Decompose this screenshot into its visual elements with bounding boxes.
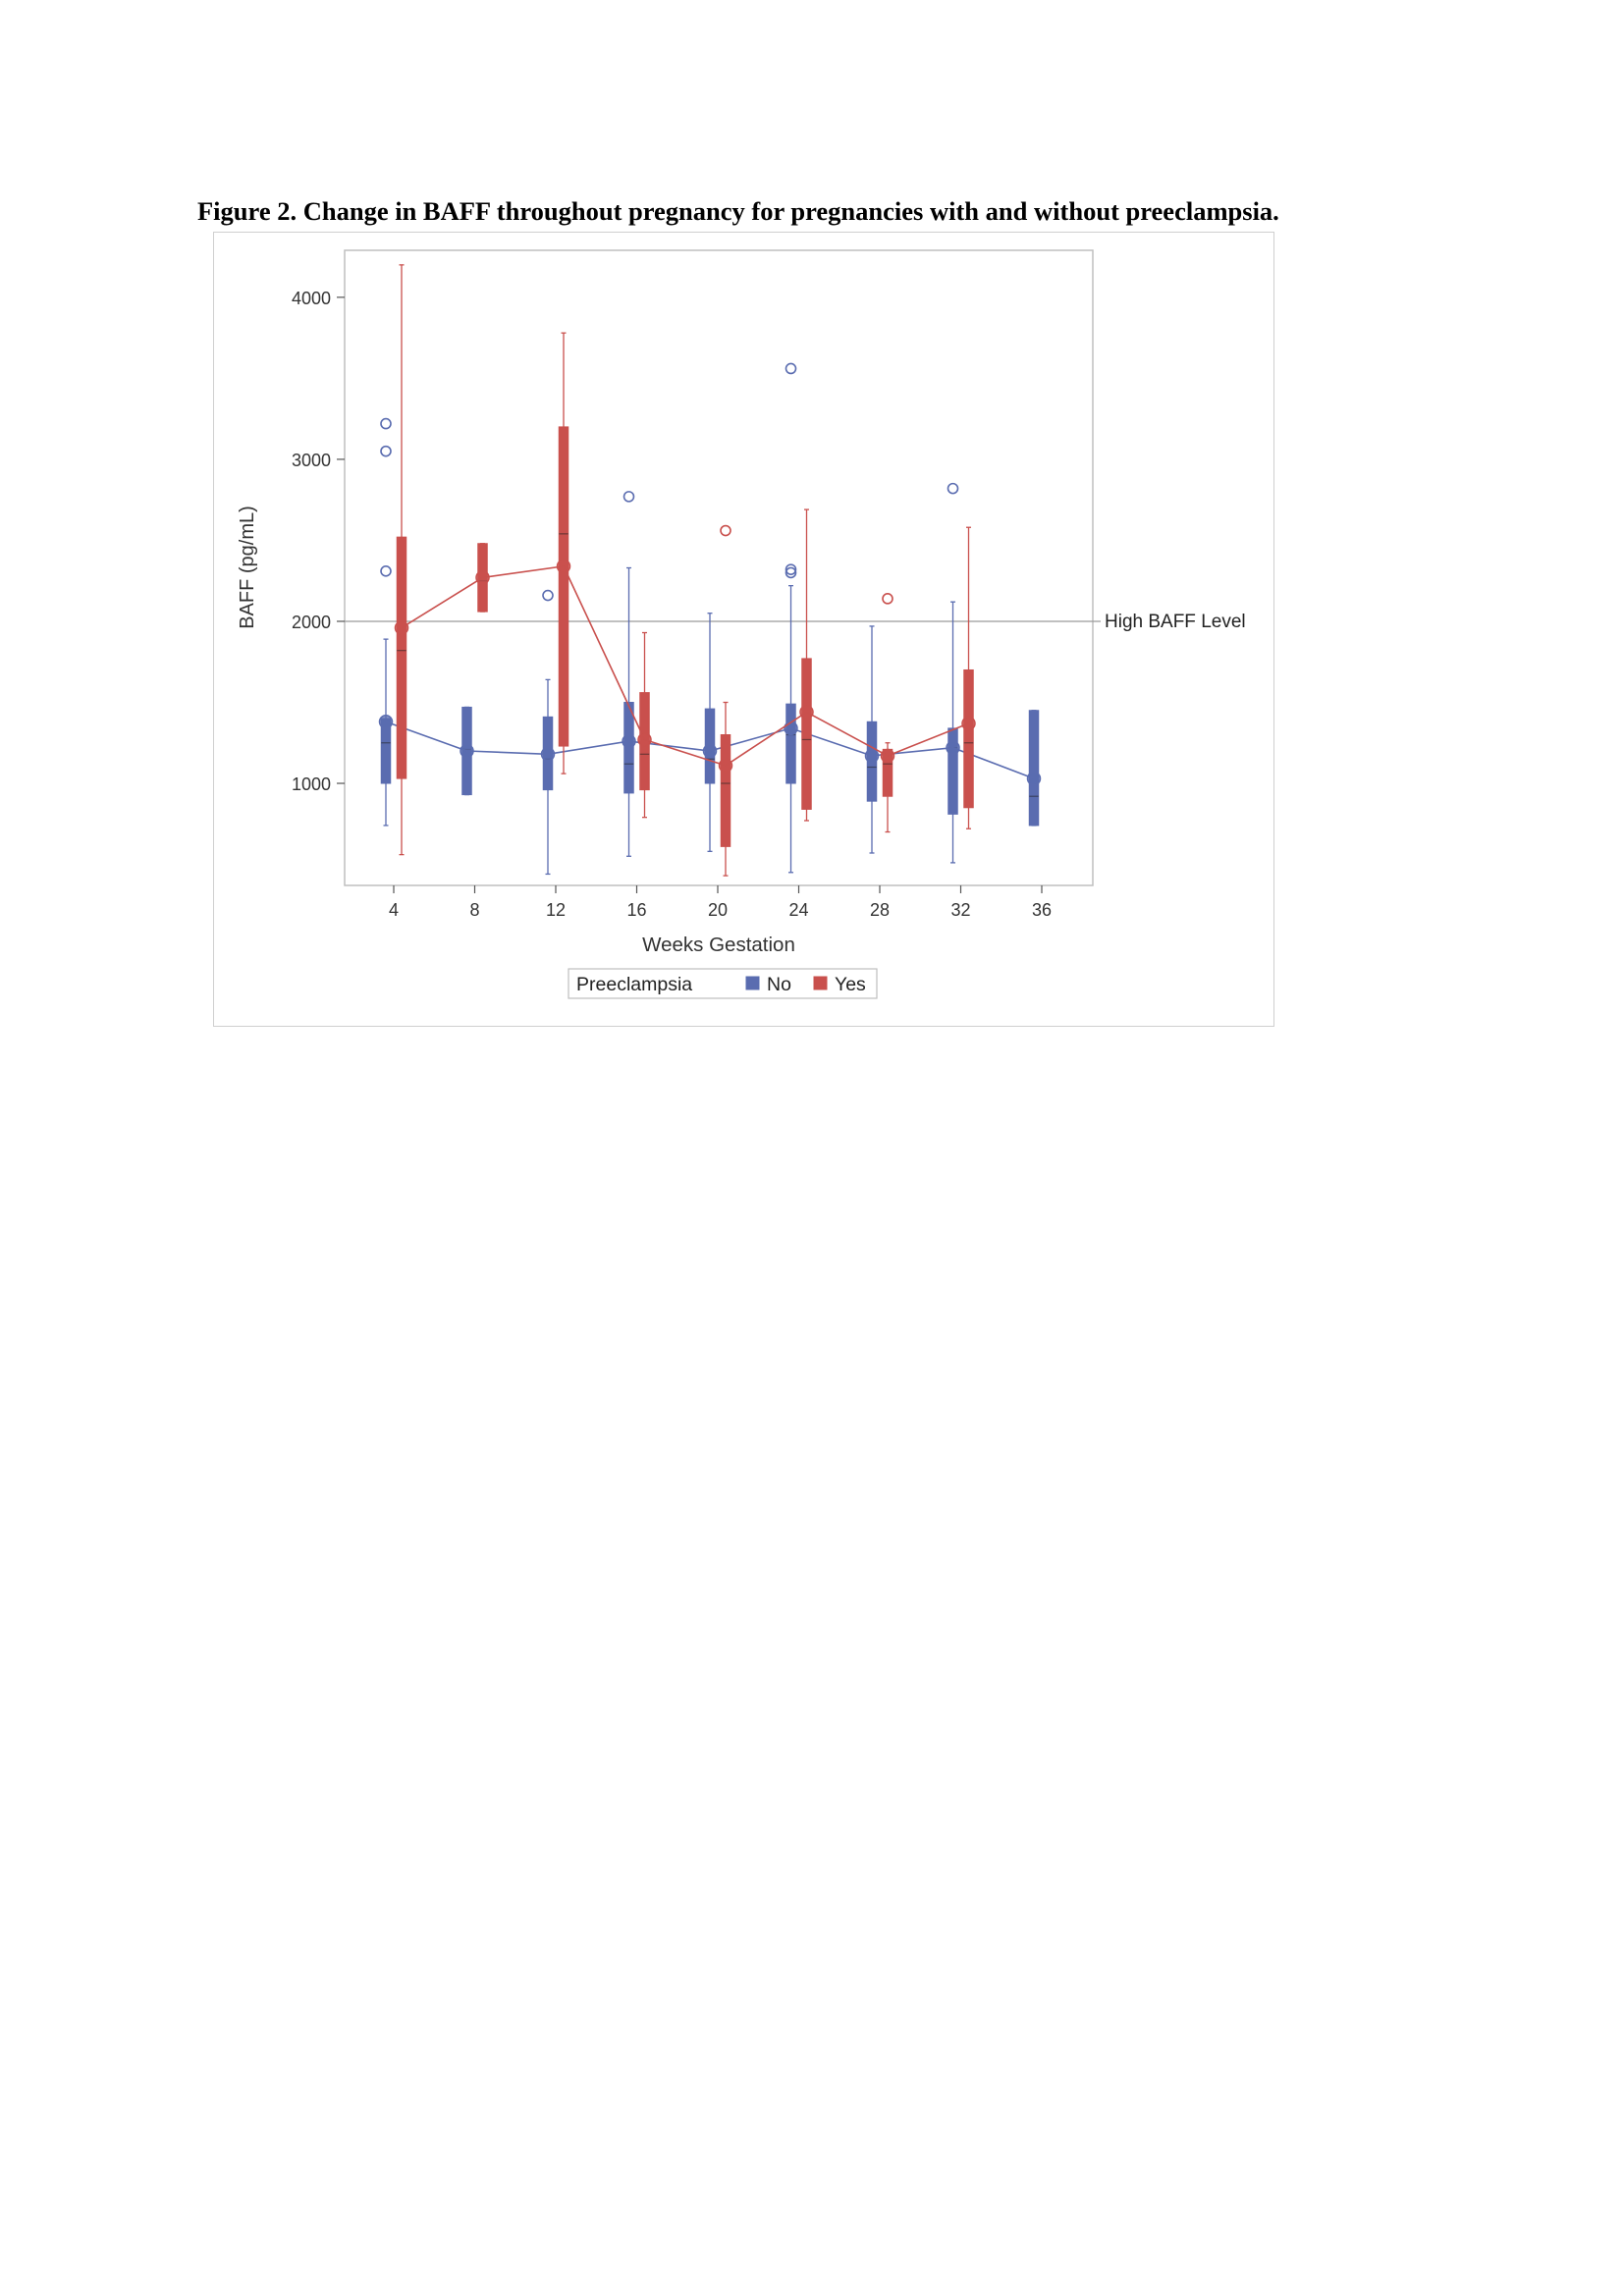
x-tick-label: 32 — [950, 900, 970, 920]
outlier-point — [380, 565, 392, 577]
box-no-week-24 — [784, 362, 798, 874]
mean-line-no — [385, 721, 1035, 779]
box-no-week-20 — [702, 613, 718, 852]
outlier-point — [785, 563, 797, 575]
mean-line-yes — [401, 564, 969, 767]
box-iqr — [801, 658, 812, 810]
outlier-point — [380, 445, 392, 457]
outlier-point — [785, 362, 797, 375]
outlier-point — [720, 524, 731, 537]
box-yes-week-32 — [961, 526, 976, 829]
legend: Preeclampsia No Yes — [568, 968, 878, 999]
box-no-week-32 — [946, 482, 960, 864]
outlier-point — [623, 491, 635, 503]
box-iqr — [558, 426, 569, 747]
x-tick-label: 24 — [788, 900, 808, 920]
box-iqr — [396, 536, 407, 779]
x-tick-label: 36 — [1032, 900, 1052, 920]
outlier-point — [947, 482, 959, 495]
box-iqr — [1028, 710, 1040, 827]
box-yes-week-12 — [556, 332, 571, 774]
y-tick-label: 4000 — [292, 289, 331, 308]
y-tick-label: 1000 — [292, 774, 331, 794]
x-tick-label: 16 — [626, 900, 646, 920]
box-iqr — [947, 727, 958, 815]
series-yes — [394, 264, 976, 877]
outlier-point — [380, 417, 392, 430]
box-yes-week-28 — [880, 593, 895, 833]
box-yes-week-4 — [394, 264, 409, 856]
box-iqr — [785, 703, 796, 784]
y-axis-label: BAFF (pg/mL) — [237, 506, 258, 629]
outlier-point — [785, 566, 797, 579]
box-no-week-4 — [378, 417, 394, 827]
x-tick-label: 8 — [469, 900, 479, 920]
box-iqr — [720, 734, 731, 847]
reference-line-label: High BAFF Level — [1105, 612, 1246, 632]
box-iqr — [963, 668, 974, 809]
y-tick-label: 2000 — [292, 613, 331, 632]
outlier-point — [542, 589, 554, 602]
plot-area-border — [344, 249, 1094, 886]
box-no-week-36 — [1026, 710, 1042, 827]
box-yes-week-24 — [799, 508, 814, 822]
figure-caption: Figure 2. Change in BAFF throughout preg… — [197, 196, 1279, 226]
box-plot-chart: 1000 2000 3000 4000 4 8 12 16 20 24 28 32 36 High B… — [237, 249, 1246, 999]
x-tick-label: 12 — [546, 900, 566, 920]
legend-title: Preeclampsia — [576, 974, 692, 995]
x-tick-label: 4 — [389, 900, 399, 920]
legend-swatch-no — [745, 976, 760, 990]
legend-label-no: No — [767, 974, 791, 995]
figure-frame: 1000 2000 3000 4000 4 8 12 16 20 24 28 32 36 High B… — [213, 232, 1274, 1027]
y-axis: 1000 2000 3000 4000 — [292, 289, 345, 794]
legend-label-yes: Yes — [835, 974, 866, 995]
series-no — [378, 362, 1042, 876]
box-yes-week-16 — [637, 631, 652, 819]
x-tick-label: 28 — [870, 900, 890, 920]
y-tick-label: 3000 — [292, 451, 331, 470]
box-no-week-28 — [864, 625, 880, 854]
legend-swatch-yes — [813, 976, 828, 990]
box-no-week-12 — [540, 589, 556, 876]
reference-line-group: High BAFF Level — [345, 612, 1246, 632]
x-axis: 4 8 12 16 20 24 28 32 36 — [389, 885, 1052, 920]
outlier-point — [882, 593, 893, 605]
box-yes-week-20 — [718, 524, 733, 877]
x-tick-label: 20 — [708, 900, 728, 920]
x-axis-label: Weeks Gestation — [642, 934, 795, 956]
chart-marks — [378, 264, 1042, 877]
box-no-week-16 — [622, 491, 636, 857]
